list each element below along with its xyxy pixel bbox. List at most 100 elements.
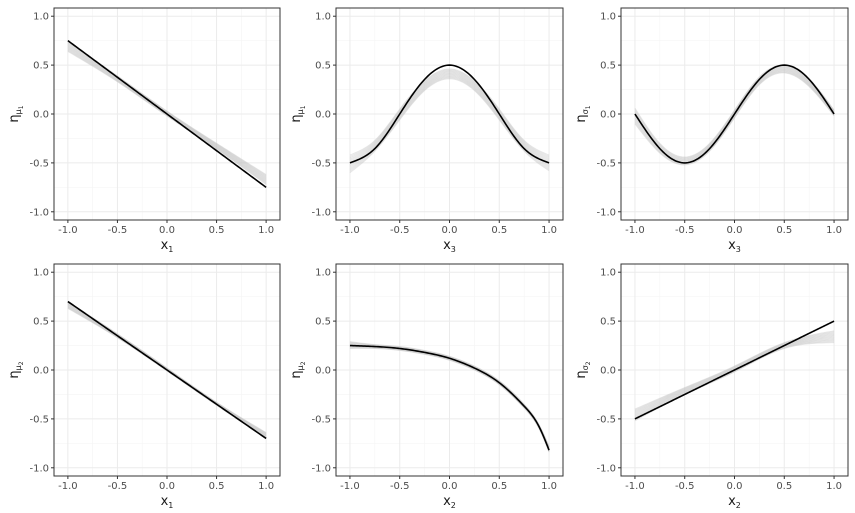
x-tick-label: 0.0 [159,481,175,492]
x-tick-label: -1.0 [340,481,360,492]
y-tick-label: -1.0 [596,463,616,474]
estimate-line [349,342,550,448]
y-tick-label: 0.0 [600,110,616,121]
x-tick-label: 0.5 [491,225,507,236]
estimate-line [634,332,835,412]
estimate-line [67,44,267,179]
y-axis-title: ησ1 [574,105,592,122]
x-tick-label: -0.5 [108,481,128,492]
x-tick-label: 1.0 [541,225,557,236]
x-tick-label: 1.0 [258,225,274,236]
estimate-line [634,65,835,159]
estimate-line [634,66,835,160]
y-tick-label: 1.0 [600,12,616,23]
x-tick-label: -0.5 [390,225,410,236]
y-tick-label: -1.0 [29,463,49,474]
estimate-line [67,301,267,434]
x-tick-label: 0.5 [776,225,792,236]
y-axis-title: ημ1 [7,105,25,122]
y-tick-label: 0.5 [33,61,49,72]
estimate-line [349,347,550,452]
estimate-line [349,341,550,447]
y-tick-label: 0.0 [315,366,331,377]
x-tick-label: 1.0 [258,481,274,492]
y-tick-label: 0.5 [600,317,616,328]
y-tick-label: -0.5 [311,414,331,425]
x-axis-title: x2 [443,494,456,510]
chart-panel-1: -1.0 -0.5 0.0 0.5 1.0 1.0 0.5 0.0 -0.5 -1.0 x1 ημ1 [7,7,281,254]
estimate-line [349,73,550,164]
true-function-line [67,300,267,440]
x-tick-label: 1.0 [826,481,842,492]
x-tick-label: 0.0 [727,225,743,236]
estimate-line [634,334,835,414]
y-tick-label: -0.5 [311,158,331,169]
y-tick-label: 0.5 [600,61,616,72]
x-tick-label: 0.0 [159,225,175,236]
y-tick-label: 0.0 [33,110,49,121]
x-tick-label: -1.0 [58,225,78,236]
y-tick-label: 1.0 [315,12,331,23]
y-tick-label: 1.0 [33,12,49,23]
x-axis-title: x1 [161,494,174,510]
estimate-line [67,44,267,179]
x-tick-label: -0.5 [108,225,128,236]
chart-panel-3: -1.0 -0.5 0.0 0.5 1.0 1.0 0.5 0.0 -0.5 -1.0 x3 ησ1 [574,7,849,254]
x-tick-label: -1.0 [625,481,645,492]
x-axis-title: x1 [161,238,174,254]
estimate-line [67,50,267,185]
y-tick-label: -0.5 [29,158,49,169]
y-tick-label: 0.5 [315,61,331,72]
estimate-line [349,77,550,172]
x-axis-title: x3 [443,238,456,254]
x-tick-label: 1.0 [826,225,842,236]
x-tick-label: -1.0 [625,225,645,236]
x-tick-label: 0.0 [442,481,458,492]
y-tick-label: 0.5 [315,317,331,328]
estimate-line [349,71,550,161]
x-tick-label: 1.0 [541,481,557,492]
estimate-line [634,335,835,415]
y-tick-label: -1.0 [311,207,331,218]
true-function-line [634,320,835,420]
x-tick-label: 0.0 [442,225,458,236]
estimate-line [349,346,550,452]
y-tick-label: 0.5 [33,317,49,328]
y-tick-label: 0.0 [33,366,49,377]
estimate-line [67,49,267,184]
estimate-line [634,333,835,413]
true-function-line [67,40,267,188]
x-tick-label: -1.0 [340,225,360,236]
y-axis-title: ημ2 [289,361,307,378]
y-tick-label: 1.0 [315,268,331,279]
y-axis-title: ησ2 [574,361,592,378]
x-tick-label: 0.5 [491,481,507,492]
estimate-line [349,341,550,447]
estimate-line [349,78,550,174]
x-tick-label: -0.5 [675,225,695,236]
y-tick-label: -0.5 [596,158,616,169]
estimate-line [349,70,550,159]
x-tick-label: -0.5 [675,481,695,492]
x-axis-title: x2 [728,494,741,510]
estimate-line [634,71,835,165]
estimate-line [634,70,835,164]
y-tick-label: -1.0 [311,463,331,474]
y-tick-label: 0.0 [600,366,616,377]
estimate-line [349,69,550,157]
chart-panel-6: -1.0 -0.5 0.0 0.5 1.0 1.0 0.5 0.0 -0.5 -1.0 x2 ησ2 [574,263,849,510]
x-axis-title: x3 [728,238,741,254]
x-tick-label: 0.5 [209,481,225,492]
estimate-line [67,301,267,434]
x-tick-label: -0.5 [390,481,410,492]
y-tick-label: -0.5 [596,414,616,425]
estimate-line [634,334,835,415]
chart-panel-2: -1.0 -0.5 0.0 0.5 1.0 1.0 0.5 0.0 -0.5 -1.0 x3 ημ1 [289,7,564,254]
estimate-line [634,66,835,160]
estimate-line [634,71,835,165]
estimate-line [349,72,550,163]
y-axis-title: ημ1 [289,105,307,122]
y-tick-label: -0.5 [29,414,49,425]
x-tick-label: -1.0 [58,481,78,492]
